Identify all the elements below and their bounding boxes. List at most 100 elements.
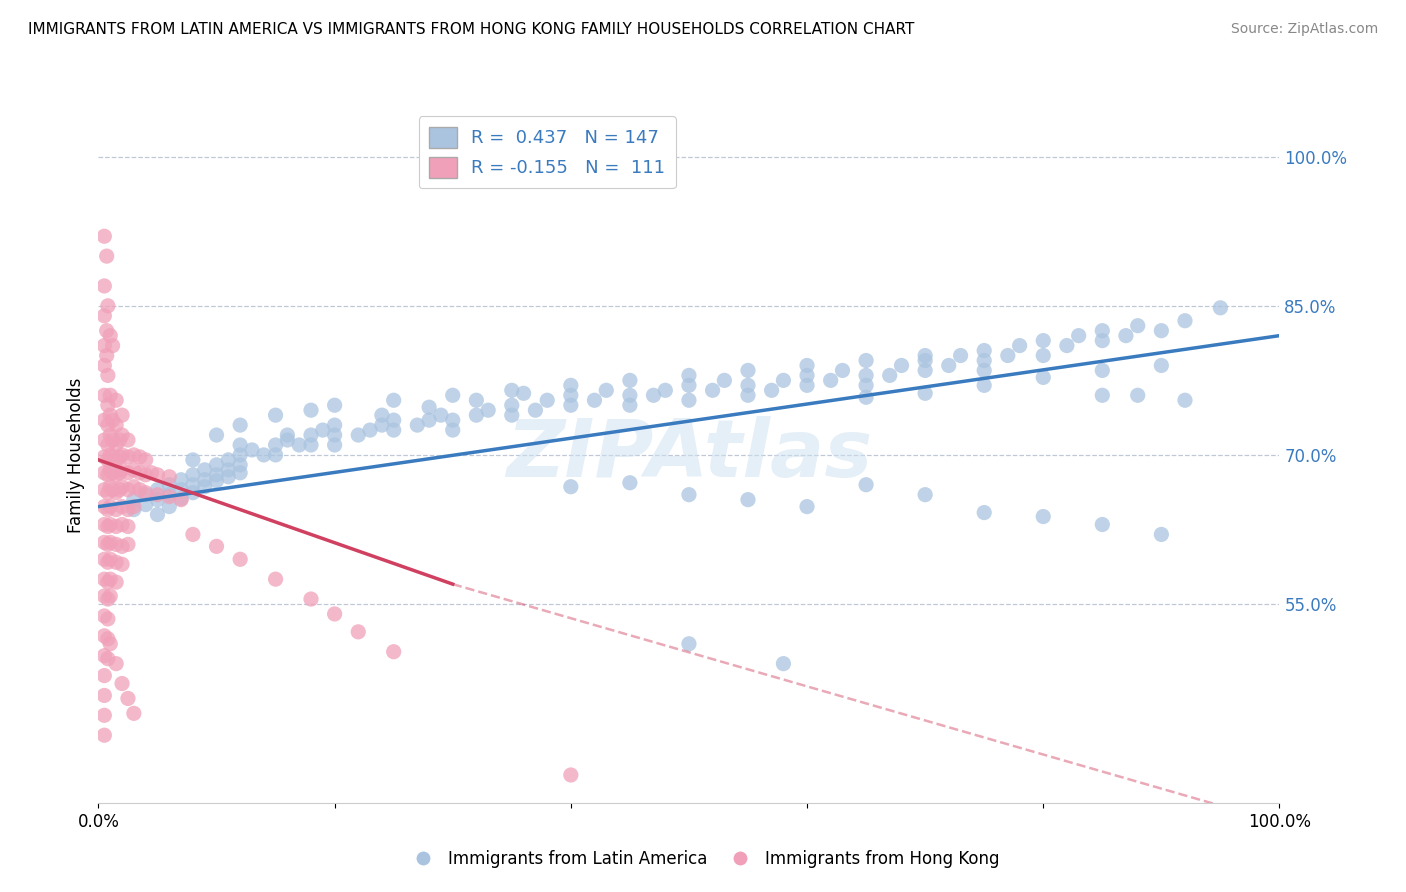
Point	[229, 458, 252, 472]
Legend: R =  0.437   N = 147, R = -0.155   N =  111: R = 0.437 N = 147, R = -0.155 N = 111	[419, 116, 676, 188]
Point	[170, 483, 193, 497]
Point	[181, 453, 204, 467]
Point	[117, 450, 139, 464]
Point	[96, 249, 118, 263]
Point	[111, 448, 134, 462]
Point	[135, 498, 157, 512]
Point	[276, 433, 298, 447]
Point	[98, 637, 121, 651]
Point	[347, 624, 370, 639]
Point	[111, 480, 134, 494]
Point	[98, 552, 121, 566]
Point	[105, 519, 128, 533]
Point	[97, 651, 120, 665]
Point	[217, 463, 239, 477]
Point	[96, 349, 118, 363]
Point	[382, 645, 405, 659]
Point	[98, 428, 121, 442]
Point	[359, 423, 381, 437]
Point	[406, 418, 429, 433]
Point	[323, 438, 346, 452]
Point	[772, 373, 794, 387]
Point	[157, 490, 180, 504]
Point	[205, 474, 228, 488]
Point	[157, 477, 180, 491]
Point	[1032, 370, 1054, 384]
Point	[879, 368, 901, 383]
Point	[1115, 328, 1137, 343]
Point	[430, 408, 453, 422]
Point	[122, 480, 145, 494]
Point	[98, 408, 121, 422]
Point	[441, 388, 464, 402]
Point	[97, 368, 120, 383]
Point	[583, 393, 606, 408]
Point	[299, 438, 322, 452]
Point	[157, 500, 180, 514]
Point	[93, 450, 115, 464]
Point	[796, 500, 818, 514]
Point	[288, 438, 311, 452]
Point	[98, 388, 121, 402]
Point	[135, 453, 157, 467]
Point	[619, 388, 641, 402]
Point	[264, 408, 287, 422]
Point	[914, 363, 936, 377]
Point	[737, 492, 759, 507]
Point	[643, 388, 665, 402]
Point	[855, 390, 877, 404]
Point	[194, 473, 217, 487]
Point	[93, 708, 115, 723]
Point	[595, 384, 617, 398]
Point	[229, 448, 252, 462]
Point	[323, 418, 346, 433]
Point	[98, 500, 121, 514]
Point	[855, 477, 877, 491]
Point	[1032, 334, 1054, 348]
Point	[146, 488, 169, 502]
Point	[96, 324, 118, 338]
Point	[105, 467, 128, 482]
Point	[973, 343, 995, 358]
Point	[796, 368, 818, 383]
Point	[97, 575, 120, 590]
Point	[855, 378, 877, 392]
Point	[101, 338, 124, 352]
Point	[997, 349, 1019, 363]
Point	[737, 378, 759, 392]
Point	[105, 418, 128, 433]
Point	[105, 657, 128, 671]
Point	[111, 676, 134, 690]
Point	[108, 483, 131, 497]
Point	[105, 393, 128, 408]
Point	[93, 338, 115, 352]
Point	[101, 466, 124, 480]
Point	[98, 572, 121, 586]
Point	[1091, 388, 1114, 402]
Point	[141, 466, 163, 480]
Point	[1032, 509, 1054, 524]
Point	[560, 768, 582, 782]
Point	[1008, 338, 1031, 352]
Point	[93, 668, 115, 682]
Point	[105, 575, 128, 590]
Point	[111, 428, 134, 442]
Point	[560, 378, 582, 392]
Point	[111, 500, 134, 514]
Point	[253, 448, 276, 462]
Point	[441, 423, 464, 437]
Point	[560, 388, 582, 402]
Point	[371, 408, 394, 422]
Text: IMMIGRANTS FROM LATIN AMERICA VS IMMIGRANTS FROM HONG KONG FAMILY HOUSEHOLDS COR: IMMIGRANTS FROM LATIN AMERICA VS IMMIGRA…	[28, 22, 914, 37]
Point	[678, 637, 700, 651]
Point	[181, 477, 204, 491]
Point	[276, 428, 298, 442]
Point	[97, 537, 120, 551]
Point	[654, 384, 676, 398]
Point	[1150, 527, 1173, 541]
Point	[713, 373, 735, 387]
Point	[737, 388, 759, 402]
Text: Source: ZipAtlas.com: Source: ZipAtlas.com	[1230, 22, 1378, 37]
Point	[105, 438, 128, 452]
Point	[128, 466, 150, 480]
